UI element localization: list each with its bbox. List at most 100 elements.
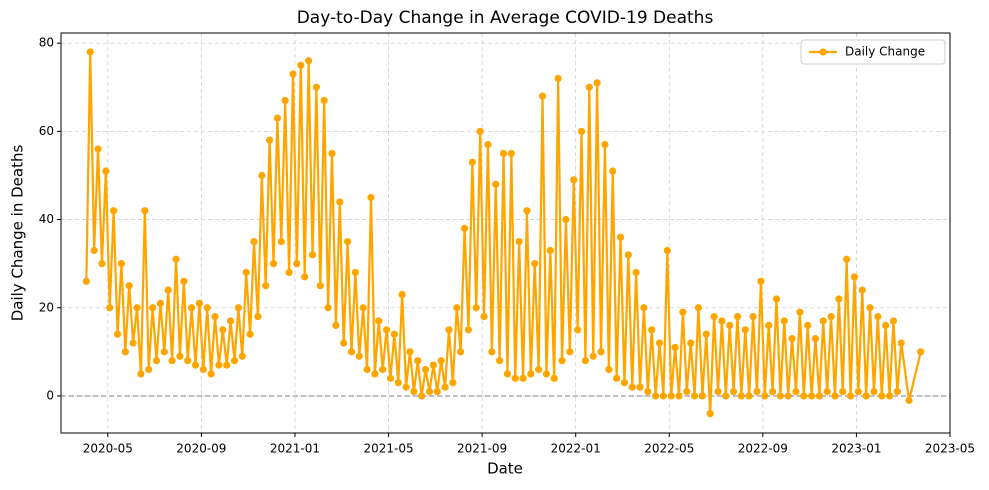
data-point bbox=[577, 127, 586, 135]
data-point bbox=[788, 335, 796, 343]
data-point bbox=[113, 330, 122, 338]
data-point bbox=[620, 379, 629, 387]
data-point bbox=[839, 387, 847, 396]
data-point bbox=[503, 370, 512, 378]
data-point bbox=[507, 149, 515, 157]
data-point bbox=[718, 317, 726, 325]
data-point bbox=[418, 392, 426, 400]
data-point bbox=[312, 83, 320, 91]
data-point bbox=[188, 304, 196, 312]
data-point bbox=[445, 326, 453, 334]
data-point bbox=[421, 365, 430, 374]
data-point bbox=[484, 140, 492, 149]
data-point bbox=[90, 246, 98, 255]
data-point bbox=[110, 207, 118, 215]
legend-box bbox=[800, 39, 946, 65]
data-point bbox=[316, 282, 324, 290]
data-point bbox=[644, 387, 652, 396]
data-point bbox=[133, 304, 141, 312]
data-point bbox=[737, 392, 745, 400]
data-point bbox=[219, 326, 227, 334]
x-tick-label: 2023-01 bbox=[831, 442, 881, 456]
data-point bbox=[254, 312, 262, 321]
data-point bbox=[211, 312, 219, 321]
y-tick-label: 60 bbox=[39, 124, 54, 138]
data-point bbox=[343, 237, 352, 246]
data-point bbox=[675, 392, 683, 400]
data-point bbox=[328, 149, 336, 157]
data-point bbox=[893, 387, 901, 396]
data-point bbox=[874, 312, 882, 321]
data-point bbox=[355, 352, 363, 360]
data-point bbox=[815, 392, 823, 400]
data-point bbox=[82, 277, 90, 285]
data-point bbox=[800, 392, 808, 400]
data-point bbox=[562, 215, 570, 224]
data-point bbox=[519, 374, 527, 382]
data-point bbox=[308, 251, 317, 259]
data-point bbox=[390, 330, 398, 338]
data-point bbox=[659, 392, 668, 400]
data-point bbox=[230, 357, 239, 365]
data-point bbox=[515, 237, 523, 246]
data-point bbox=[203, 304, 211, 312]
data-point bbox=[285, 268, 293, 277]
data-point bbox=[753, 387, 761, 396]
data-point bbox=[106, 304, 114, 312]
x-tick-label: 2021-01 bbox=[270, 442, 320, 456]
data-point bbox=[199, 365, 207, 374]
data-point bbox=[511, 374, 519, 382]
data-point bbox=[145, 365, 153, 374]
data-point bbox=[807, 392, 816, 400]
data-point bbox=[195, 299, 204, 307]
data-point bbox=[492, 180, 500, 188]
data-point bbox=[885, 392, 894, 400]
data-point bbox=[168, 357, 176, 365]
data-point bbox=[281, 96, 289, 105]
data-point bbox=[359, 304, 367, 312]
data-point bbox=[98, 260, 106, 268]
data-point bbox=[726, 321, 734, 329]
data-point bbox=[749, 312, 757, 321]
data-point bbox=[304, 57, 313, 65]
data-point bbox=[464, 326, 473, 334]
data-point bbox=[632, 268, 640, 277]
data-point bbox=[589, 352, 597, 360]
data-point bbox=[476, 127, 484, 135]
data-point bbox=[729, 387, 738, 396]
plot-frame bbox=[60, 32, 951, 434]
data-point bbox=[835, 295, 843, 303]
data-point bbox=[129, 339, 137, 347]
data-point bbox=[156, 299, 165, 307]
data-point bbox=[613, 374, 621, 382]
data-point bbox=[266, 136, 274, 144]
data-point bbox=[796, 308, 804, 316]
data-point bbox=[433, 387, 441, 396]
data-point bbox=[460, 224, 469, 232]
data-point bbox=[823, 387, 831, 396]
data-point bbox=[234, 304, 243, 312]
data-point bbox=[351, 268, 359, 277]
data-point bbox=[125, 282, 133, 290]
data-point bbox=[273, 114, 282, 122]
data-point bbox=[581, 357, 590, 365]
data-point bbox=[574, 326, 582, 334]
data-point bbox=[121, 348, 129, 356]
data-point bbox=[523, 207, 531, 215]
data-point bbox=[238, 352, 246, 360]
data-point bbox=[714, 387, 722, 396]
data-point bbox=[601, 140, 609, 149]
data-point bbox=[765, 321, 773, 329]
data-point bbox=[843, 255, 851, 263]
data-point bbox=[691, 392, 699, 400]
data-point bbox=[687, 339, 695, 347]
data-point bbox=[819, 317, 827, 325]
data-point bbox=[667, 392, 675, 400]
data-point bbox=[172, 255, 180, 263]
data-point bbox=[250, 237, 258, 246]
x-tick-label: 2022-05 bbox=[644, 442, 694, 456]
data-point bbox=[324, 304, 332, 312]
data-point bbox=[437, 357, 445, 365]
data-point bbox=[340, 339, 348, 347]
data-point bbox=[546, 246, 554, 255]
